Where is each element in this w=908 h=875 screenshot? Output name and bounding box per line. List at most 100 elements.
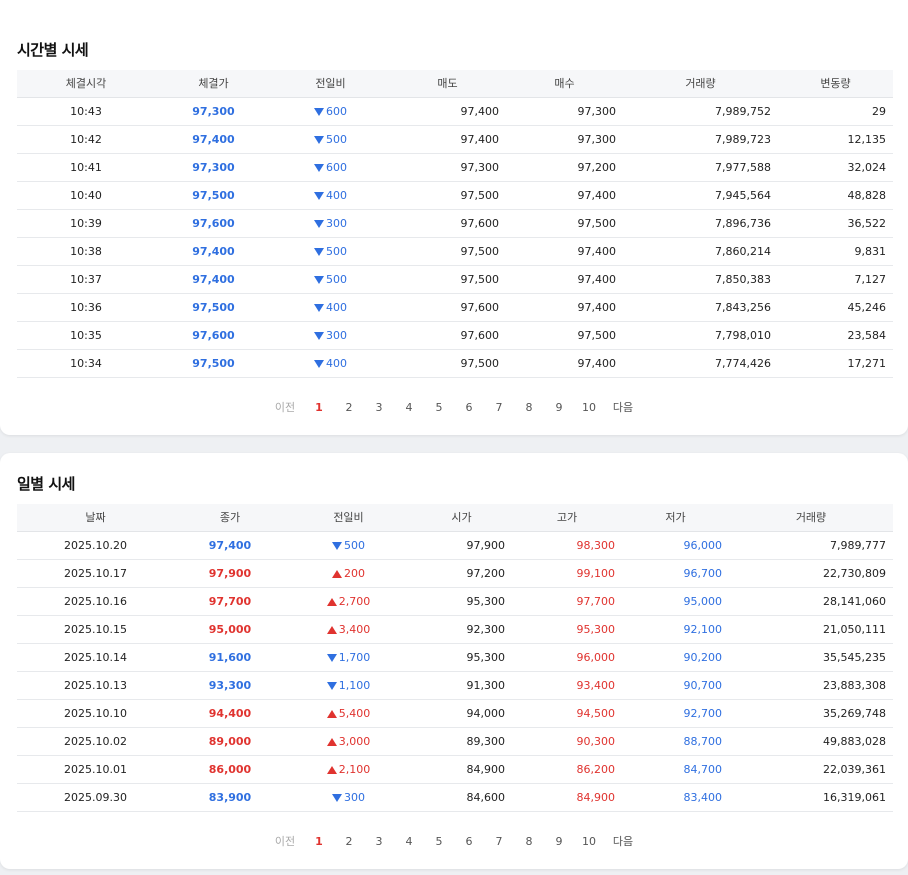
delta-cell: 9,831 — [854, 244, 887, 258]
bid-cell: 97,300 — [577, 104, 617, 118]
table-row: 10:41 97,300 600 97,300 97,200 7,977,588 32,02… — [17, 153, 893, 181]
date-cell: 2025.10.10 — [64, 706, 127, 720]
page-button-5[interactable]: 5 — [435, 400, 443, 414]
close-cell: 95,000 — [208, 622, 252, 636]
header-change: 전일비 — [333, 511, 364, 525]
page-button-7[interactable]: 7 — [495, 834, 503, 848]
change-cell: 300 — [272, 209, 389, 237]
header-change: 전일비 — [315, 77, 346, 91]
bid-cell: 97,200 — [577, 160, 617, 174]
next-page-button[interactable]: 다음 — [612, 835, 634, 848]
triangle-down-icon — [332, 793, 342, 802]
page-button-6[interactable]: 6 — [465, 834, 473, 848]
volume-cell: 7,977,588 — [715, 160, 771, 174]
volume-cell: 7,989,777 — [830, 538, 886, 552]
change-value: 1,700 — [326, 651, 370, 664]
page-button-10[interactable]: 10 — [582, 834, 596, 848]
volume-cell: 7,896,736 — [715, 216, 771, 230]
open-cell: 94,000 — [466, 706, 506, 720]
change-value: 400 — [314, 357, 347, 370]
page-button-1[interactable]: 1 — [315, 400, 323, 414]
open-cell: 95,300 — [466, 650, 506, 664]
page-button-4[interactable]: 4 — [405, 834, 413, 848]
header-delta: 변동량 — [820, 77, 851, 91]
page-button-3[interactable]: 3 — [375, 400, 383, 414]
prev-page-button[interactable]: 이전 — [274, 835, 296, 848]
intraday-table-header: 체결시각 체결가 전일비 매도 매수 거래량 변동량 — [17, 70, 893, 97]
triangle-down-icon — [314, 331, 324, 340]
page-button-7[interactable]: 7 — [495, 400, 503, 414]
delta-cell: 45,246 — [847, 300, 887, 314]
table-row: 10:40 97,500 400 97,500 97,400 7,945,564 48,82… — [17, 181, 893, 209]
high-cell: 93,400 — [576, 678, 616, 692]
header-time: 체결시각 — [65, 77, 107, 91]
time-cell: 10:42 — [70, 132, 102, 146]
open-cell: 97,200 — [466, 566, 506, 580]
prev-page-button[interactable]: 이전 — [274, 401, 296, 414]
open-cell: 97,900 — [466, 538, 506, 552]
change-cell: 1,700 — [286, 643, 411, 671]
page-button-2[interactable]: 2 — [345, 834, 353, 848]
date-cell: 2025.10.02 — [64, 734, 127, 748]
delta-cell: 17,271 — [847, 356, 887, 370]
change-amount: 300 — [326, 328, 347, 342]
volume-cell: 35,545,235 — [823, 650, 886, 664]
page-button-6[interactable]: 6 — [465, 400, 473, 414]
table-row: 10:43 97,300 600 97,400 97,300 7,989,752 29 — [17, 97, 893, 125]
page-button-2[interactable]: 2 — [345, 400, 353, 414]
change-value: 3,400 — [326, 622, 371, 636]
date-cell: 2025.09.30 — [64, 790, 127, 804]
volume-cell: 49,883,028 — [823, 734, 886, 748]
intraday-pagination: 이전 1 2 3 4 5 6 7 8 9 10 다음 — [0, 399, 908, 415]
header-high: 고가 — [556, 511, 578, 525]
ask-cell: 97,500 — [460, 356, 500, 370]
change-value: 500 — [314, 245, 347, 258]
table-row: 2025.10.20 97,400 500 97,900 98,300 96,000 7,9… — [17, 531, 893, 559]
table-row: 2025.10.10 94,400 5,400 94,000 94,500 92,700 3… — [17, 699, 893, 727]
change-cell: 600 — [272, 97, 389, 125]
header-close: 종가 — [219, 511, 241, 525]
page-button-9[interactable]: 9 — [555, 834, 563, 848]
triangle-down-icon — [314, 163, 324, 172]
date-cell: 2025.10.20 — [64, 538, 127, 552]
volume-cell: 22,039,361 — [823, 762, 886, 776]
change-amount: 600 — [326, 160, 347, 174]
daily-pagination: 이전 1 2 3 4 5 6 7 8 9 10 다음 — [0, 833, 908, 849]
change-value: 300 — [314, 329, 347, 342]
page-button-3[interactable]: 3 — [375, 834, 383, 848]
change-value: 2,700 — [326, 595, 370, 608]
page-button-5[interactable]: 5 — [435, 834, 443, 848]
time-cell: 10:37 — [70, 272, 102, 286]
close-cell: 94,400 — [208, 706, 252, 720]
close-cell: 86,000 — [208, 762, 252, 776]
change-value: 600 — [314, 161, 347, 174]
page-button-8[interactable]: 8 — [525, 834, 533, 848]
change-value: 500 — [332, 539, 365, 552]
header-ask: 매도 — [437, 77, 458, 91]
page-button-1[interactable]: 1 — [315, 834, 323, 848]
change-cell: 500 — [272, 265, 389, 293]
delta-cell: 12,135 — [847, 132, 887, 146]
next-page-button[interactable]: 다음 — [612, 401, 634, 414]
page-button-8[interactable]: 8 — [525, 400, 533, 414]
change-amount: 3,400 — [338, 622, 371, 636]
price-cell: 97,400 — [192, 132, 235, 146]
change-amount: 5,400 — [338, 706, 371, 720]
page-button-10[interactable]: 10 — [582, 400, 596, 414]
page-button-9[interactable]: 9 — [555, 400, 563, 414]
ask-cell: 97,400 — [460, 104, 500, 118]
change-cell: 500 — [272, 125, 389, 153]
bid-cell: 97,400 — [577, 244, 617, 258]
bid-cell: 97,400 — [577, 272, 617, 286]
volume-cell: 22,730,809 — [823, 566, 886, 580]
delta-cell: 36,522 — [847, 216, 887, 230]
low-cell: 92,100 — [683, 622, 723, 636]
ask-cell: 97,600 — [460, 216, 500, 230]
change-cell: 2,700 — [286, 587, 411, 615]
high-cell: 95,300 — [576, 622, 616, 636]
price-cell: 97,300 — [192, 104, 235, 118]
page-button-4[interactable]: 4 — [405, 400, 413, 414]
low-cell: 92,700 — [683, 706, 723, 720]
date-cell: 2025.10.15 — [64, 622, 127, 636]
daily-price-section: 일별 시세 날짜 종가 전일비 시가 고가 저가 거래량 2025.10.20 9… — [0, 453, 908, 869]
